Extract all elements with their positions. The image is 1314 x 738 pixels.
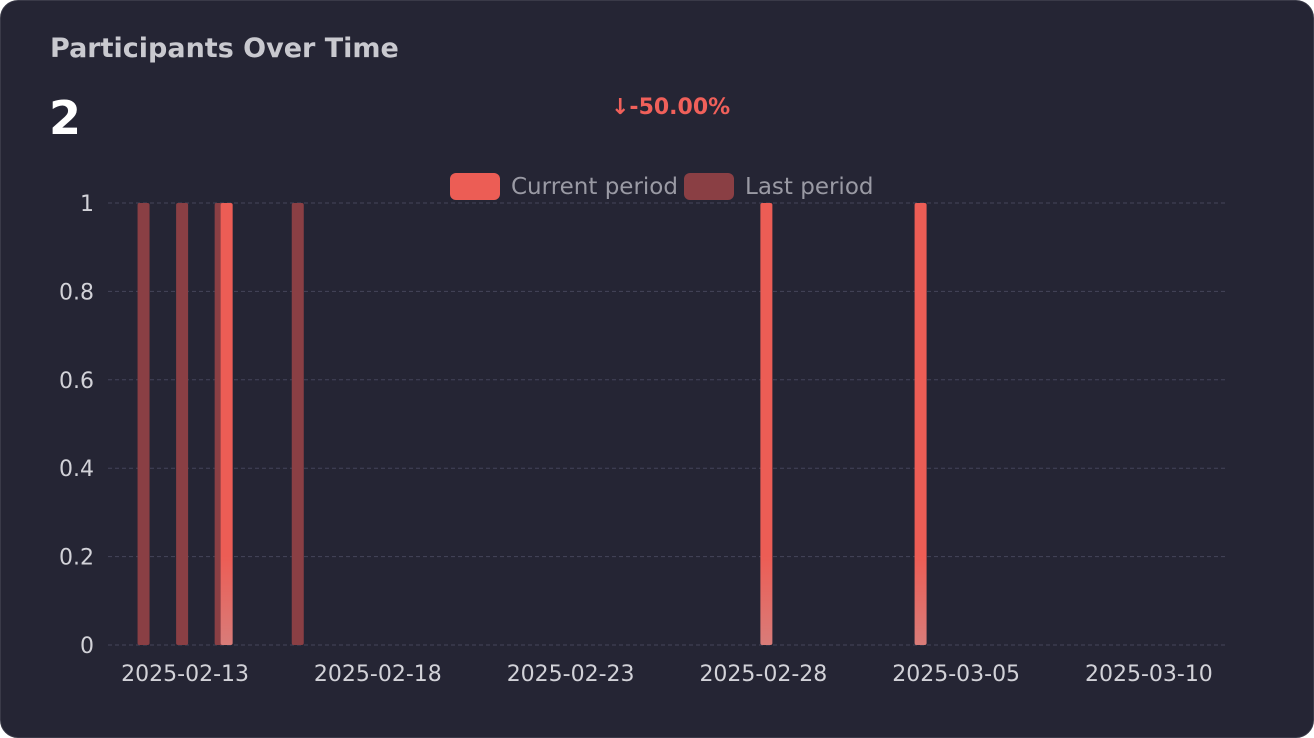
y-tick-label: 0.8 — [59, 280, 94, 305]
y-tick-label: 0 — [80, 634, 94, 659]
y-tick-label: 0.6 — [59, 369, 94, 394]
y-tick-label: 0.4 — [59, 457, 94, 482]
x-tick-label: 2025-03-05 — [892, 662, 1020, 687]
x-tick-label: 2025-03-10 — [1085, 662, 1213, 687]
bar-last-period[interactable] — [137, 203, 150, 645]
participant-count: 2 — [49, 91, 82, 145]
x-tick-label: 2025-02-23 — [507, 662, 635, 687]
y-tick-label: 1 — [80, 192, 94, 217]
bar-current-period[interactable] — [914, 203, 927, 645]
bar-last-period[interactable] — [176, 203, 189, 645]
card-title: Participants Over Time — [50, 33, 399, 64]
legend-label-current[interactable]: Current period — [511, 174, 678, 200]
axis-layer: 0 0.2 0.4 0.6 0.8 1 2025-02-13 2025-02-18 2025-0… — [59, 192, 1213, 687]
legend[interactable]: Current period Last period — [450, 173, 874, 200]
bar-layer — [137, 203, 927, 645]
x-tick-label: 2025-02-28 — [699, 662, 827, 687]
change-indicator: ↓-50.00% — [611, 95, 731, 120]
legend-swatch-last[interactable] — [684, 173, 734, 200]
bar-last-period[interactable] — [291, 203, 304, 645]
x-tick-label: 2025-02-18 — [314, 662, 442, 687]
bar-current-period[interactable] — [760, 203, 773, 645]
y-tick-label: 0.2 — [59, 546, 94, 571]
grid-layer — [108, 202, 1226, 646]
legend-label-last[interactable]: Last period — [745, 174, 874, 200]
x-tick-label: 2025-02-13 — [121, 662, 249, 687]
legend-swatch-current[interactable] — [450, 173, 500, 200]
bar-current-period[interactable] — [220, 203, 233, 645]
